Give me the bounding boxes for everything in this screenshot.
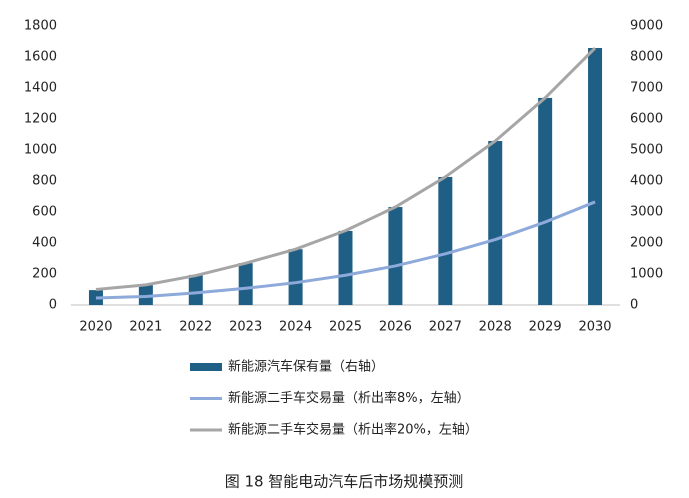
bar [488, 141, 503, 305]
y-tick-label: 0 [49, 298, 57, 313]
y2-tick-label: 0 [630, 298, 638, 313]
bar [138, 284, 153, 305]
x-tick-label: 2021 [129, 320, 162, 335]
y2-tick-label: 4000 [630, 174, 663, 189]
x-tick-label: 2029 [529, 320, 562, 335]
y2-tick-label: 3000 [630, 205, 663, 220]
x-tick-label: 2027 [429, 320, 462, 335]
y-tick-label: 1400 [24, 81, 57, 96]
legend-label: 新能源二手车交易量（析出率20%，左轴） [228, 422, 478, 438]
bar [438, 176, 453, 305]
x-tick-label: 2030 [578, 320, 611, 335]
y-tick-label: 1000 [24, 143, 57, 158]
y2-tick-label: 5000 [630, 143, 663, 158]
y-tick-label: 1600 [24, 50, 57, 65]
x-tick-label: 2023 [229, 320, 262, 335]
bar [238, 263, 253, 305]
y-tick-label: 200 [32, 267, 57, 282]
y-tick-label: 400 [32, 236, 57, 251]
y-tick-label: 1800 [24, 19, 57, 34]
legend-swatch [190, 363, 222, 371]
y-tick-label: 800 [32, 174, 57, 189]
y2-tick-label: 2000 [630, 236, 663, 251]
caption: 图 18 智能电动汽车后市场规模预测 [225, 473, 464, 491]
x-tick-label: 2026 [379, 320, 412, 335]
y2-tick-label: 9000 [630, 19, 663, 34]
line [95, 200, 596, 300]
bar [188, 274, 203, 305]
x-tick-label: 2024 [279, 320, 312, 335]
legend-label: 新能源汽车保有量（右轴） [228, 359, 384, 375]
y-tick-label: 600 [32, 205, 57, 220]
bar [538, 97, 553, 305]
x-tick-label: 2022 [179, 320, 212, 335]
y2-tick-label: 1000 [630, 267, 663, 282]
line [95, 46, 597, 291]
y2-tick-label: 6000 [630, 112, 663, 127]
y-tick-label: 1200 [24, 112, 57, 127]
x-tick-label: 2028 [479, 320, 512, 335]
bar [588, 48, 603, 305]
y2-tick-label: 7000 [630, 81, 663, 96]
bar [338, 230, 353, 305]
legend-label: 新能源二手车交易量（析出率8%，左轴） [228, 390, 470, 406]
x-tick-label: 2020 [79, 320, 112, 335]
x-tick-label: 2025 [329, 320, 362, 335]
bar [288, 249, 303, 305]
y2-tick-label: 8000 [630, 50, 663, 65]
bar [388, 207, 403, 305]
